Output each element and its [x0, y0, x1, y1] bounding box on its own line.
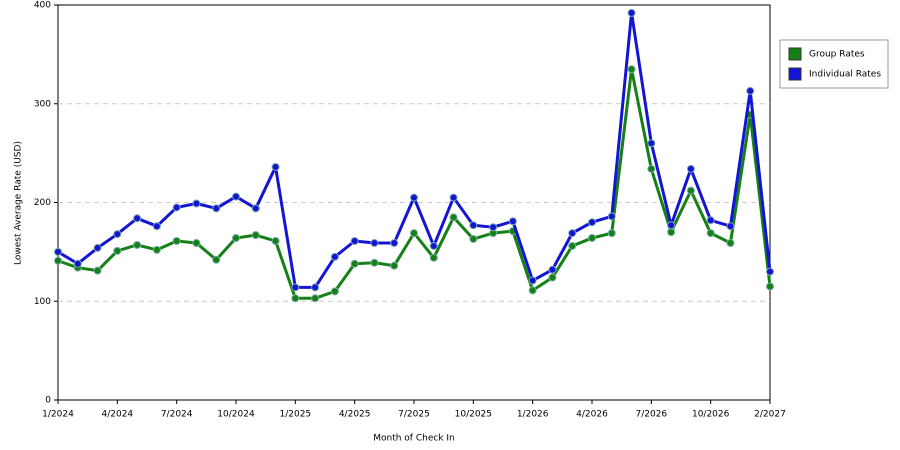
data-point	[350, 237, 359, 246]
data-point	[350, 259, 359, 268]
data-point	[686, 186, 695, 195]
data-point	[667, 228, 676, 237]
data-point	[54, 247, 62, 256]
data-point	[370, 238, 379, 247]
y-tick-label: 200	[34, 198, 51, 208]
data-point	[311, 283, 320, 292]
x-tick-label: 1/2024	[42, 410, 74, 420]
data-point	[54, 256, 62, 265]
legend-label: Individual Rates	[809, 70, 881, 80]
legend-swatch	[788, 67, 802, 81]
data-point	[291, 283, 300, 292]
x-tick-label: 4/2024	[101, 410, 133, 420]
data-point	[588, 218, 596, 227]
legend-box	[779, 39, 889, 89]
data-point	[271, 237, 280, 246]
data-point	[133, 240, 142, 249]
data-point	[706, 216, 715, 225]
data-point	[410, 229, 418, 238]
data-point	[429, 241, 438, 250]
y-tick-label: 100	[34, 297, 51, 307]
x-tick-label: 4/2026	[576, 410, 608, 420]
x-axis-title: Month of Check In	[373, 434, 455, 444]
data-point	[390, 261, 399, 270]
data-point	[667, 221, 676, 230]
data-point	[330, 287, 339, 296]
data-point	[152, 245, 161, 254]
data-point	[133, 214, 142, 223]
data-point	[469, 221, 478, 230]
data-point	[766, 267, 774, 276]
data-point	[726, 222, 735, 231]
data-point	[588, 234, 596, 243]
data-point	[449, 193, 458, 202]
x-tick-label: 7/2026	[635, 410, 667, 420]
data-point	[548, 265, 557, 274]
data-point	[330, 252, 339, 261]
data-point	[370, 258, 379, 267]
data-point	[192, 238, 201, 247]
data-point	[746, 86, 755, 95]
x-tick-label: 10/2025	[455, 410, 492, 420]
data-point	[508, 217, 517, 226]
data-point	[172, 237, 181, 246]
legend-label: Group Rates	[809, 50, 865, 60]
x-tick-label: 1/2025	[279, 410, 311, 420]
x-tick-label: 1/2026	[517, 410, 549, 420]
data-point	[449, 213, 458, 222]
legend-swatch	[788, 47, 802, 61]
data-point	[548, 273, 557, 282]
data-point	[607, 212, 616, 221]
y-tick-label: 300	[34, 99, 51, 109]
data-point	[607, 229, 616, 238]
data-point	[647, 164, 656, 173]
data-point	[192, 199, 201, 208]
data-point	[706, 229, 715, 238]
data-point	[271, 162, 280, 171]
x-tick-label: 10/2024	[217, 410, 255, 420]
x-tick-label: 4/2025	[339, 410, 371, 420]
y-tick-label: 0	[45, 396, 51, 406]
data-point	[93, 243, 102, 252]
data-point	[93, 266, 102, 275]
x-tick-label: 7/2025	[398, 410, 430, 420]
y-axis-title: Lowest Average Rate (USD)	[14, 141, 24, 265]
data-point	[469, 235, 478, 244]
data-point	[627, 8, 636, 17]
data-point	[528, 276, 537, 285]
data-point	[726, 238, 735, 247]
data-point	[232, 234, 240, 243]
data-point	[291, 294, 300, 303]
data-point	[766, 282, 774, 291]
data-point	[528, 286, 537, 295]
data-point	[410, 193, 418, 202]
data-point	[73, 259, 82, 268]
data-point	[568, 241, 577, 250]
data-point	[212, 255, 221, 264]
data-point	[113, 246, 122, 255]
data-point	[429, 253, 438, 262]
data-point	[647, 139, 656, 148]
data-point	[232, 192, 240, 201]
x-tick-label: 7/2024	[161, 410, 193, 420]
data-point	[251, 204, 260, 213]
data-point	[251, 231, 260, 240]
data-point	[390, 238, 399, 247]
data-point	[113, 230, 122, 239]
x-tick-label: 2/2027	[754, 410, 786, 420]
data-point	[489, 223, 498, 232]
data-point	[686, 164, 695, 173]
data-point	[568, 229, 577, 238]
data-point	[311, 294, 320, 303]
data-point	[627, 65, 636, 74]
data-point	[152, 222, 161, 231]
y-tick-label: 400	[34, 1, 51, 11]
data-point	[212, 204, 221, 213]
x-tick-label: 10/2026	[692, 410, 730, 420]
data-point	[172, 203, 181, 212]
